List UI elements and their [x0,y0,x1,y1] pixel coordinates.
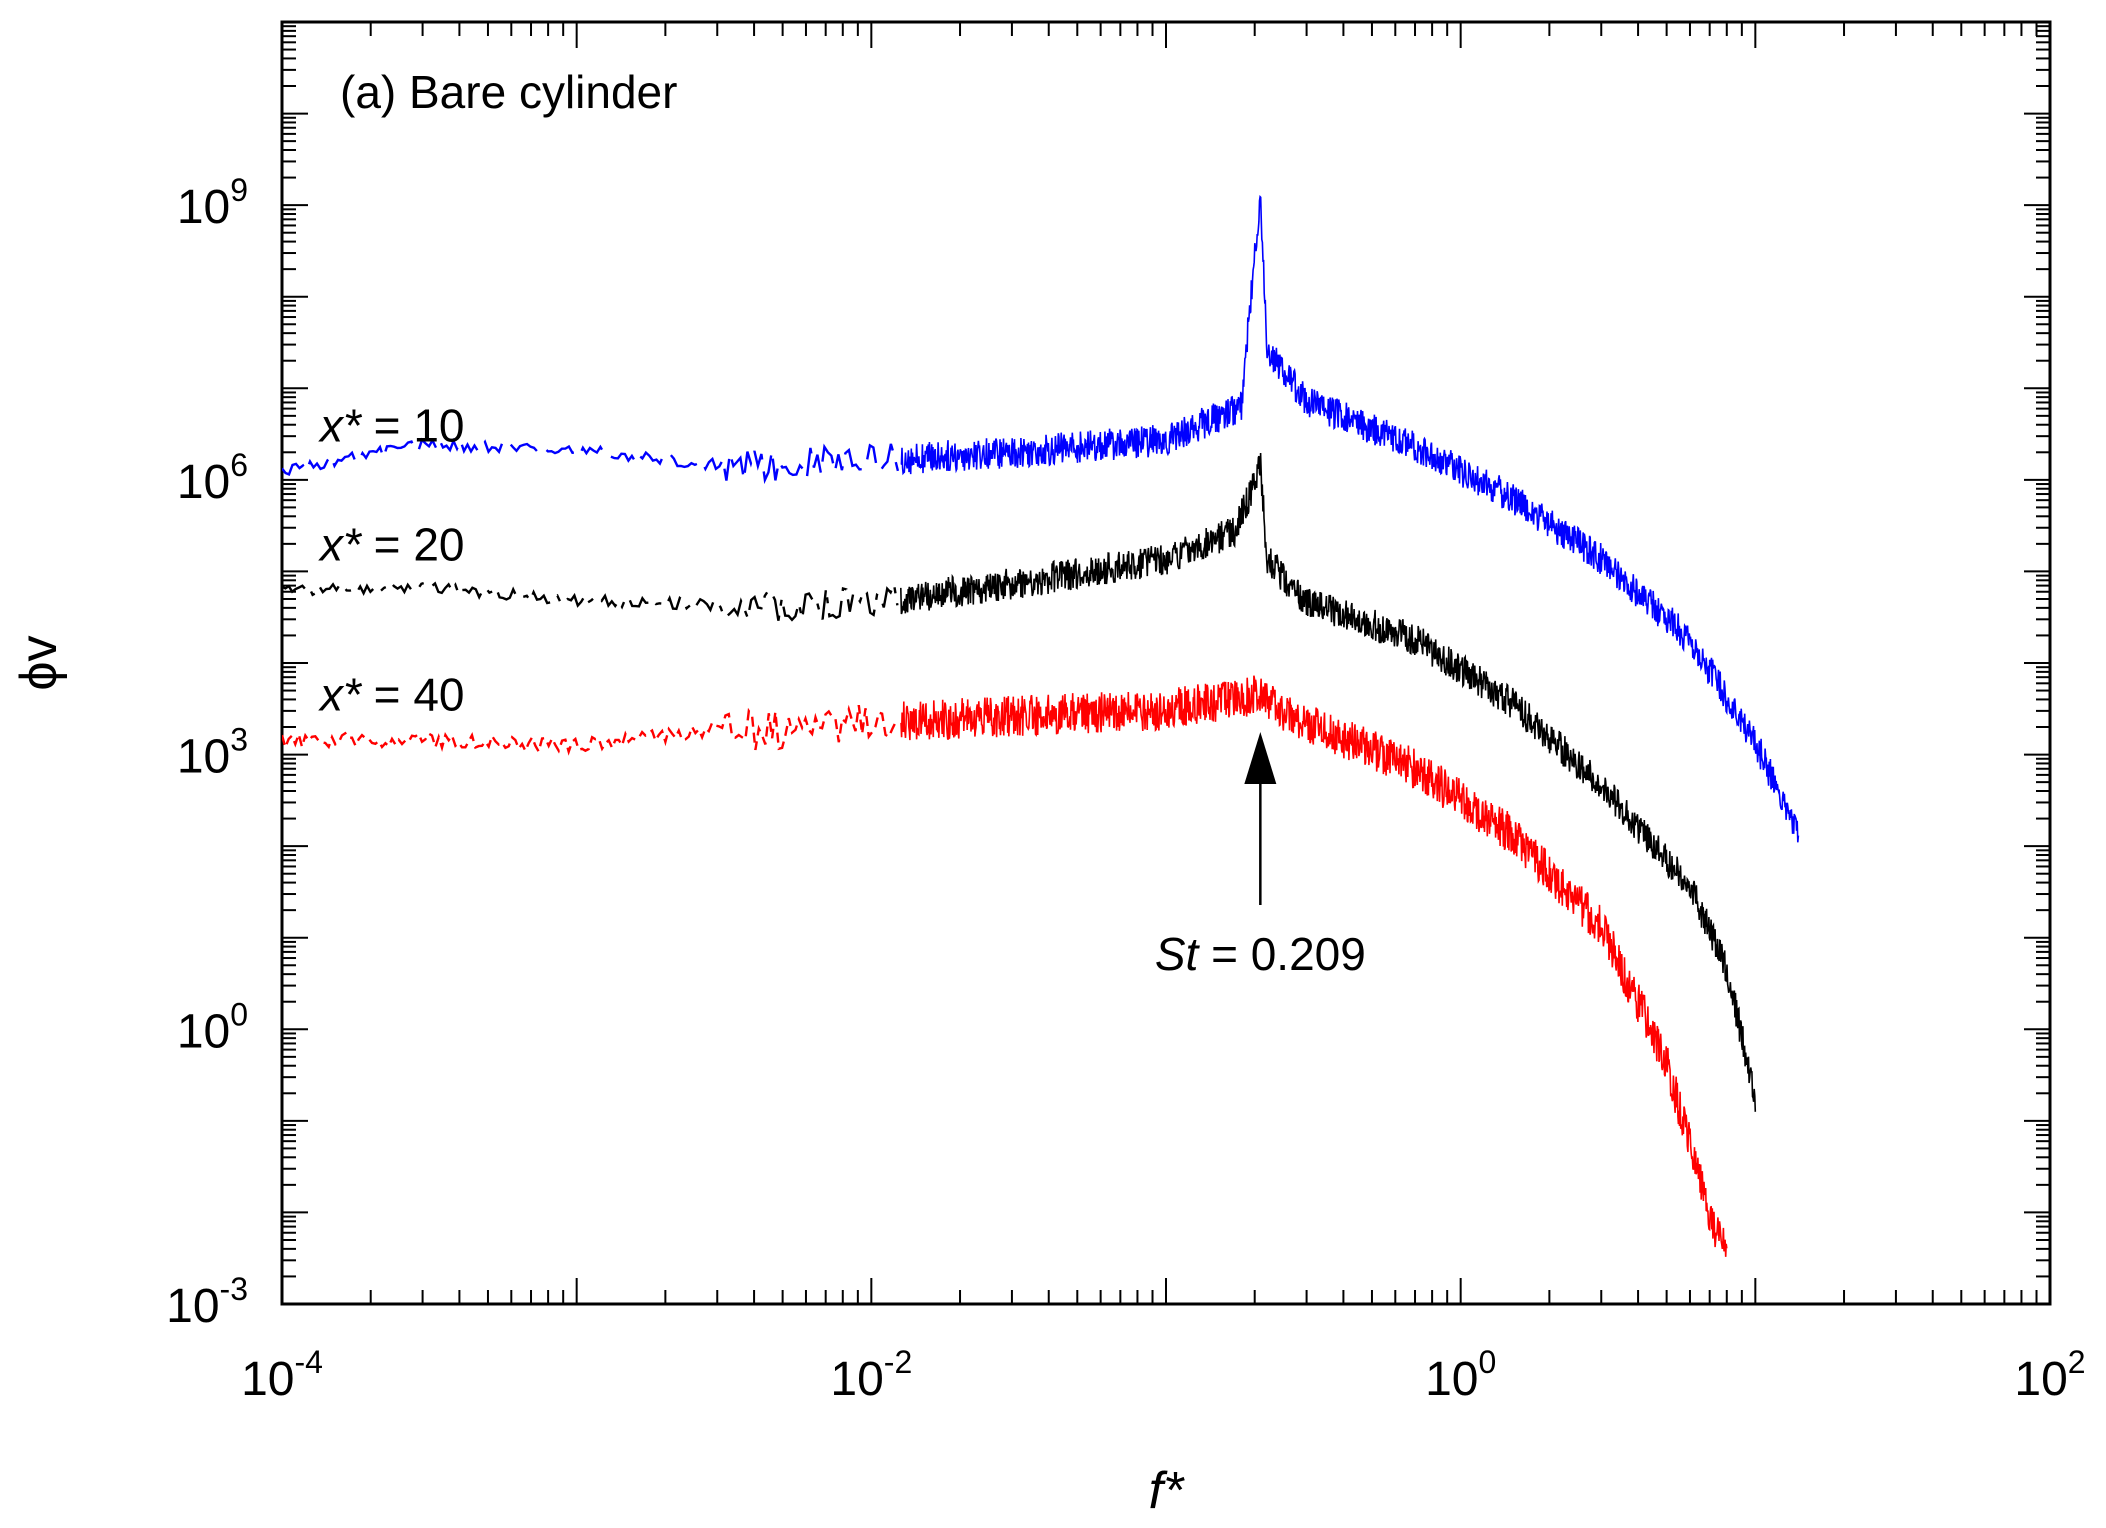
x-tick-label: 102 [2014,1344,2085,1406]
plot-frame [280,20,2052,1306]
series-layer [282,195,1800,1257]
series-label: x* = 40 [318,668,465,720]
x-axis-title: f* [1149,1462,1185,1520]
x-tick-label: 10-4 [241,1344,323,1406]
st-annotation: St = 0.209 [1155,732,1366,980]
series-label: x* = 20 [318,519,465,571]
y-tick-label: 10-3 [166,1271,248,1333]
series-line-low-freq [282,437,900,485]
y-tick-label: 100 [177,996,248,1058]
tick-marks [281,22,2050,1305]
series-label: x* = 10 [318,399,465,451]
y-tick-label: 106 [177,447,248,509]
series-line-low-freq [282,704,900,756]
tick-labels: 10-4 10-2 100 102 10-3 100 103 106 109 [166,172,2085,1406]
y-axis-title: ϕv [10,635,68,690]
x-tick-label: 100 [1425,1344,1496,1406]
panel-title: (a) Bare cylinder [340,66,677,118]
series-line [900,675,1728,1257]
series-line-low-freq [282,579,899,623]
st-label: St = 0.209 [1155,928,1366,980]
series-line [900,195,1800,843]
y-tick-label: 103 [177,722,248,784]
y-tick-label: 109 [177,172,248,234]
series-line [900,452,1757,1112]
x-tick-label: 10-2 [830,1344,912,1406]
st-arrow-head [1244,732,1277,784]
series-labels: x* = 10 x* = 20 x* = 40 [318,399,465,720]
